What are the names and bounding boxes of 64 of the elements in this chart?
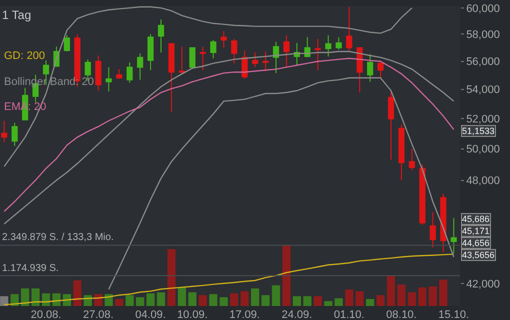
candlestick — [450, 218, 457, 254]
x-tick-label: 08.10. — [386, 309, 417, 320]
text: 45,171 — [462, 226, 490, 236]
candlestick — [419, 164, 426, 226]
y-tick-label: 58,000 — [466, 28, 500, 41]
x-tick-label: 17.09. — [229, 309, 260, 320]
y-tick-label: 56,000 — [466, 56, 500, 68]
candlestick — [158, 18, 164, 53]
candlestick — [440, 193, 446, 253]
candlestick — [1, 120, 8, 143]
candlestick — [272, 41, 280, 74]
x-tick-label: 01.10. — [334, 309, 364, 320]
candlestick — [346, 6, 352, 52]
candlestick — [106, 66, 112, 92]
candlestick — [377, 60, 384, 78]
candlestick — [283, 34, 290, 68]
candlestick — [388, 91, 394, 160]
candlestick — [168, 42, 175, 113]
ref-line-label: 1.174.939 S. — [2, 263, 59, 274]
x-tick-label: 10.09. — [177, 309, 208, 320]
chart-subtitle: 1 Tag — [2, 8, 32, 22]
x-tick-label: 04.09. — [135, 309, 166, 320]
candlestick — [262, 51, 269, 72]
candlestick — [137, 52, 144, 80]
candlestick — [95, 54, 102, 92]
line-series — [4, 254, 454, 306]
candlestick — [200, 46, 206, 71]
text: 44,656 — [462, 238, 490, 248]
x-tick-label: 15.10. — [438, 309, 470, 320]
candlestick — [231, 38, 238, 64]
line-series — [4, 6, 413, 168]
y-tick-label: 60,000 — [466, 2, 500, 15]
y-tick-label: 50,000 — [466, 144, 500, 156]
candlestick — [220, 30, 227, 48]
text: GD: 200 — [4, 50, 45, 62]
candlestick — [314, 38, 321, 71]
ref-line-label: 2.349.879 S. / 133,3 Mio. — [2, 232, 114, 243]
candlestick — [12, 122, 18, 147]
candlestick — [367, 54, 374, 82]
candlestick — [126, 62, 133, 84]
candlestick — [210, 40, 216, 59]
x-tick-label: 27.08. — [82, 309, 114, 320]
candlestick — [64, 34, 70, 52]
candlestick — [356, 47, 363, 94]
candlestick — [325, 34, 332, 57]
y-tick-label: 52,000 — [466, 113, 500, 126]
x-tick-label: 20.08. — [30, 309, 62, 320]
candlestick — [304, 36, 310, 58]
y-tick-label: 48,000 — [466, 175, 500, 188]
x-tick-label: 24.09. — [282, 309, 312, 320]
candlestick — [252, 52, 258, 68]
candlestick — [189, 47, 196, 69]
candlestick — [408, 148, 415, 171]
candlestick — [116, 68, 122, 80]
annotation: 51,1533 — [462, 126, 495, 136]
candlestick — [336, 36, 342, 50]
y-tick-label: 54,000 — [466, 84, 500, 96]
annotation: 43,5656 — [462, 250, 495, 260]
candlestick — [178, 46, 185, 74]
candlestick — [147, 34, 154, 71]
annotation: 45,686 — [462, 214, 490, 224]
candlestick — [430, 212, 436, 248]
candlestick — [398, 124, 405, 181]
y-tick-label: 42,000 — [466, 278, 500, 290]
